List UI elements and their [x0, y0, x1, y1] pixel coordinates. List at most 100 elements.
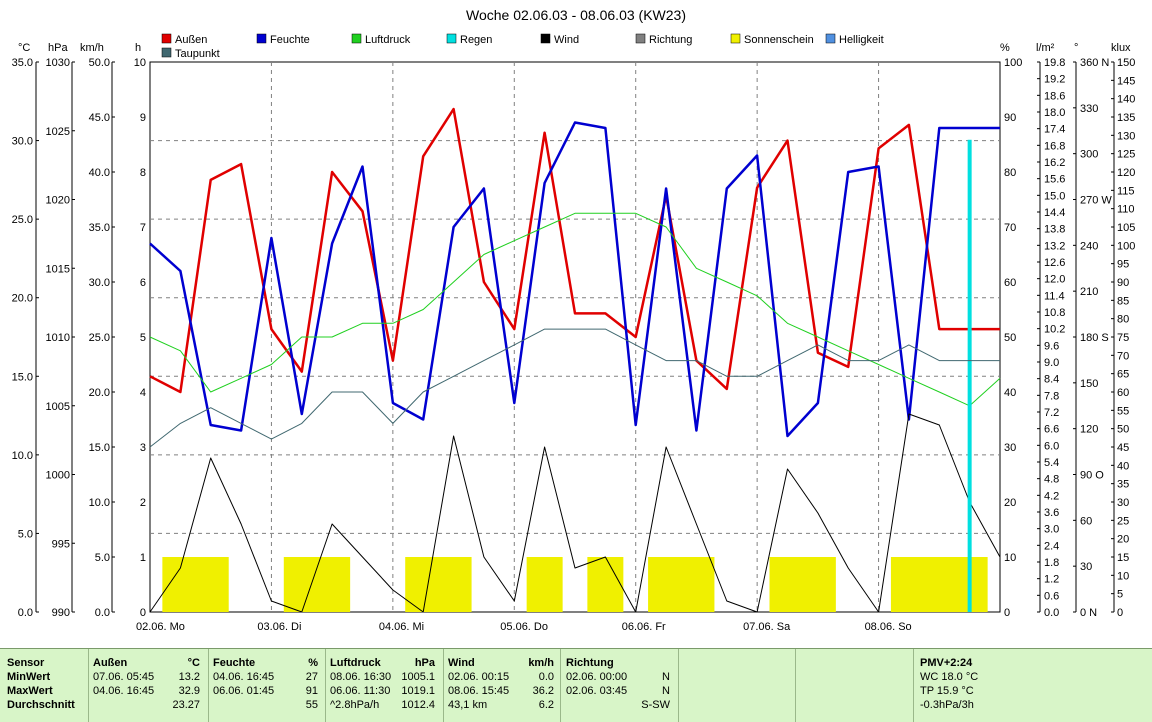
axis-tick-label: 55	[1117, 405, 1129, 417]
axis-tick-label: 90	[1117, 277, 1129, 289]
legend-swatch	[161, 47, 172, 58]
axis-tick-label: 4	[140, 387, 146, 399]
axis-tick-label: 7.8	[1044, 390, 1059, 402]
axis-tick-label: 25.0	[89, 332, 110, 344]
axis-tick-label: 995	[52, 538, 70, 550]
axis-tick-label: 10.8	[1044, 307, 1065, 319]
axis-tick-label: 40.0	[89, 167, 110, 179]
axis-tick-label: 16.8	[1044, 140, 1065, 152]
axis-tick-label: 8.4	[1044, 374, 1059, 386]
axis-tick-label: 60	[1004, 277, 1016, 289]
axis-tick-label: 1.2	[1044, 574, 1059, 586]
axis-tick-label: 6	[140, 277, 146, 289]
axis-tick-label: 19.2	[1044, 74, 1065, 86]
axis-tick-label: 80	[1004, 167, 1016, 179]
legend-swatch	[635, 33, 646, 44]
header-richtung: Richtung	[566, 657, 614, 669]
axis-tick-label: 7.2	[1044, 407, 1059, 419]
x-tick-label: 04.06. Mi	[379, 621, 424, 633]
sunshine-bar	[526, 557, 563, 612]
axis-tick-label: 90	[1004, 112, 1016, 124]
row-label-min: MinWert	[7, 671, 51, 683]
axis-tick-label: 5.0	[18, 528, 33, 540]
axis-tick-label: 80	[1117, 314, 1129, 326]
header-aussen-unit: °C	[187, 657, 200, 669]
axis-tick-label: 60	[1080, 515, 1092, 527]
legend-label: Luftdruck	[365, 34, 411, 46]
axis-tick-label: 1020	[46, 195, 70, 207]
axis-tick-label: 140	[1117, 94, 1135, 106]
legend-label: Sonnenschein	[744, 34, 814, 46]
axis-tick-label: 6.6	[1044, 424, 1059, 436]
sunshine-bar	[192, 557, 229, 612]
header-feuchte: Feuchte	[213, 657, 256, 669]
header-luftdruck: Luftdruck	[330, 657, 381, 669]
legend-label: Regen	[460, 34, 492, 46]
richtung-min-time: 02.06. 00:00	[566, 671, 628, 683]
axis-tick-label: 15.0	[12, 371, 33, 383]
axis-tick-label: 40	[1004, 387, 1016, 399]
pmv-tp: TP 15.9 °C	[920, 685, 974, 697]
richtung-max-value: N	[662, 685, 670, 697]
sunshine-bar	[162, 557, 199, 612]
axis-tick-label: 0	[1117, 607, 1123, 619]
legend-swatch	[256, 33, 267, 44]
divider	[88, 649, 89, 722]
row-label-max: MaxWert	[7, 685, 53, 697]
unit-hours: h	[135, 42, 141, 54]
header-luftdruck-unit: hPa	[414, 657, 435, 669]
axis-tick-label: 5	[140, 332, 146, 344]
sunshine-bar	[769, 557, 806, 612]
axis-tick-label: 240	[1080, 240, 1098, 252]
axis-tick-label: 120	[1117, 167, 1135, 179]
unit-direction: °	[1074, 42, 1078, 54]
luftdruck-max-time: 06.06. 11:30	[330, 685, 391, 697]
legend-swatch	[825, 33, 836, 44]
unit-rain: l/m²	[1036, 42, 1055, 54]
axis-tick-label: 9.0	[1044, 357, 1059, 369]
axis-tick-label: 14.4	[1044, 207, 1065, 219]
axis-tick-label: 1010	[46, 332, 70, 344]
axis-tick-label: 105	[1117, 222, 1135, 234]
legend-label: Taupunkt	[175, 48, 220, 60]
legend-swatch	[351, 33, 362, 44]
legend-label: Feuchte	[270, 34, 310, 46]
axis-tick-label: 10.0	[12, 450, 33, 462]
axis-tick-label: 25.0	[12, 214, 33, 226]
axis-tick-label: 1030	[46, 57, 70, 69]
axis-tick-label: 120	[1080, 424, 1098, 436]
axis-tick-label: 5.4	[1044, 457, 1059, 469]
axis-tick-label: 9	[140, 112, 146, 124]
sunshine-bar	[435, 557, 472, 612]
luftdruck-min-value: 1005.1	[401, 671, 435, 683]
axis-tick-label: 15.0	[1044, 190, 1065, 202]
axis-tick-label: 45.0	[89, 112, 110, 124]
axis-tick-label: 1025	[46, 126, 70, 138]
feuchte-min-value: 27	[305, 671, 318, 683]
feuchte-avg-value: 55	[305, 699, 318, 711]
pmv-trend: -0.3hPa/3h	[920, 699, 974, 711]
axis-tick-label: 0.0	[95, 607, 110, 619]
axis-tick-label: 2.4	[1044, 540, 1059, 552]
axis-tick-label: 180 S	[1080, 332, 1109, 344]
axis-tick-label: 18.0	[1044, 107, 1065, 119]
axis-tick-label: 70	[1117, 350, 1129, 362]
plot-area	[149, 61, 1001, 613]
wind-avg-value: 6.2	[538, 699, 554, 711]
axis-tick-label: 15.0	[89, 442, 110, 454]
legend-label: Außen	[175, 34, 207, 46]
sunshine-bar	[921, 557, 958, 612]
header-feuchte-unit: %	[308, 657, 318, 669]
row-label-avg: Durchschnitt	[7, 699, 75, 711]
axis-tick-label: 50.0	[89, 57, 110, 69]
x-tick-label: 03.06. Di	[257, 621, 301, 633]
axis-tick-label: 30.0	[12, 136, 33, 148]
legend-swatch	[446, 33, 457, 44]
axis-tick-label: 110	[1117, 204, 1135, 216]
axis-tick-label: 11.4	[1044, 290, 1065, 302]
axis-tick-label: 0	[1004, 607, 1010, 619]
axis-tick-label: 0.6	[1044, 590, 1059, 602]
axis-tick-label: 35.0	[12, 57, 33, 69]
axis-tick-label: 1005	[46, 401, 70, 413]
divider	[913, 649, 914, 722]
